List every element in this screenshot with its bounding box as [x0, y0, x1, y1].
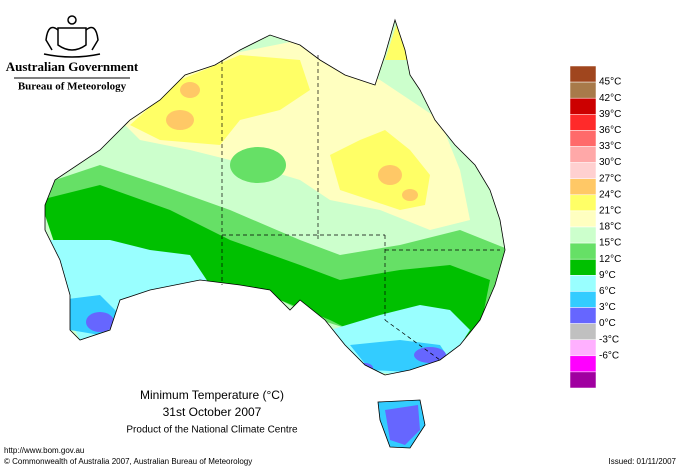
legend: 45°C 42°C 39°C 36°C 33°C 30°C 27°C 24°C 21°C 18°C… — [569, 65, 621, 389]
legend-label: 27°C — [599, 173, 621, 184]
legend-label: 18°C — [599, 222, 621, 233]
map-credit: Product of the National Climate Centre — [126, 425, 298, 436]
legend-swatch — [569, 146, 597, 163]
legend-label: 6°C — [599, 286, 616, 297]
legend-swatch — [569, 178, 597, 196]
coastline — [44, 18, 506, 449]
map-date: 31st October 2007 — [163, 405, 262, 419]
crest — [43, 15, 101, 58]
legend-label: 15°C — [599, 238, 621, 249]
legend-label: 21°C — [599, 206, 621, 217]
legend-label: 39°C — [599, 109, 621, 120]
legend-swatch — [569, 210, 597, 228]
issued: Issued: 01/11/2007 — [609, 457, 677, 466]
legend-swatch — [569, 275, 597, 292]
legend-label: 3°C — [599, 302, 616, 313]
legend-swatch — [569, 226, 597, 244]
legend-label: 36°C — [599, 125, 621, 136]
legend-label: 9°C — [599, 270, 616, 281]
legend-swatch — [569, 65, 597, 83]
legend-label: 24°C — [599, 189, 621, 200]
legend-swatch — [569, 339, 597, 357]
legend-swatch — [569, 130, 597, 147]
state-borders — [221, 55, 500, 361]
legend-swatch — [569, 258, 597, 276]
legend-label: 30°C — [599, 157, 621, 168]
legend-swatch — [569, 114, 597, 131]
legend-swatch — [569, 355, 597, 373]
legend-label: 0°C — [599, 318, 616, 329]
legend-label: 12°C — [599, 254, 621, 265]
copyright: © Commonwealth of Australia 2007, Austra… — [4, 457, 252, 466]
legend-swatch — [569, 291, 597, 308]
legend-swatch — [569, 97, 597, 115]
legend-label: 45°C — [599, 77, 621, 88]
legend-swatch — [569, 323, 597, 340]
government: Australian Government — [6, 59, 139, 74]
legend-swatch — [569, 371, 597, 389]
url: http://www.bom.gov.au — [4, 446, 84, 455]
legend-label: 42°C — [599, 93, 621, 104]
agency: Bureau of Meteorology — [18, 81, 127, 93]
map-title: Minimum Temperature (°C) — [140, 388, 284, 402]
legend-swatch — [569, 162, 597, 179]
legend-label: -3°C — [599, 334, 619, 345]
legend-swatch — [569, 194, 597, 212]
legend-swatch — [569, 307, 597, 324]
legend-swatch — [569, 242, 597, 260]
legend-label: -6°C — [599, 350, 619, 361]
legend-swatch — [569, 81, 597, 99]
legend-label: 33°C — [599, 141, 621, 152]
